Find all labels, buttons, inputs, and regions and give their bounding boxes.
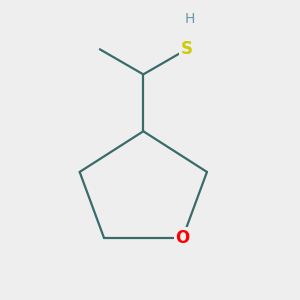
Text: O: O	[176, 229, 190, 247]
Text: S: S	[181, 40, 193, 58]
Text: H: H	[185, 12, 195, 26]
